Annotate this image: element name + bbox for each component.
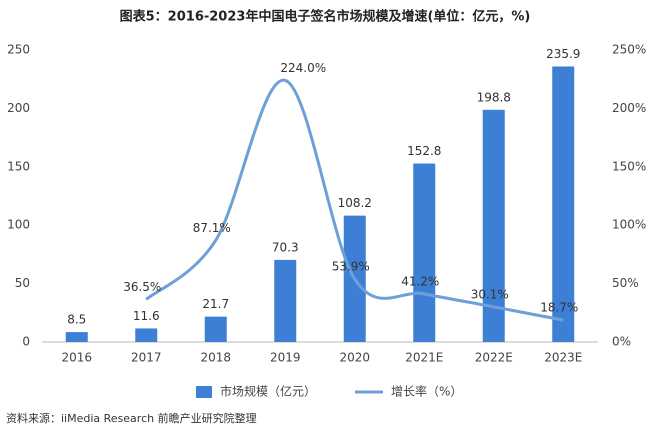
y-tick-label: 200 — [7, 101, 30, 115]
bar — [135, 328, 158, 342]
y2-tick-label: 100% — [612, 218, 646, 232]
x-tick-label: 2020 — [339, 351, 370, 365]
bar — [413, 163, 436, 342]
line — [145, 78, 564, 322]
chart-title: 图表5：2016-2023年中国电子签名市场规模及增速(单位：亿元，%) — [120, 9, 531, 25]
bar-label: 11.6 — [133, 309, 160, 323]
bar-label: 8.5 — [67, 313, 86, 327]
line-label: 36.5% — [123, 280, 161, 294]
x-tick-label: 2022E — [475, 351, 513, 365]
x-tick-label: 2016 — [61, 351, 92, 365]
legend-swatch — [196, 386, 212, 398]
y-tick-label: 50 — [15, 276, 30, 290]
legend-label: 增长率（%） — [391, 384, 462, 399]
y2-tick-label: 50% — [612, 276, 639, 290]
x-tick-label: 2023E — [544, 351, 582, 365]
y2-tick-label: 200% — [612, 101, 646, 115]
y2-tick-label: 250% — [612, 43, 646, 57]
source: 资料来源：iiMedia Research 前瞻产业研究院整理 — [6, 411, 257, 425]
line-label: 30.1% — [471, 287, 509, 301]
bar-label: 70.3 — [272, 240, 299, 254]
bar-label: 108.2 — [338, 196, 372, 210]
bar-label: 198.8 — [477, 90, 511, 104]
bar — [204, 316, 227, 342]
bar — [65, 332, 88, 342]
bar — [482, 109, 505, 342]
line-label: 224.0% — [280, 61, 326, 75]
line-label: 41.2% — [401, 274, 439, 288]
y-tick-label: 100 — [7, 218, 30, 232]
bar — [552, 66, 575, 342]
line-label: 18.7% — [540, 301, 578, 315]
line-label: 87.1% — [193, 221, 231, 235]
x-tick-label: 2017 — [131, 351, 162, 365]
line-label: 53.9% — [332, 260, 370, 274]
y2-tick-label: 150% — [612, 159, 646, 173]
bar — [274, 259, 297, 342]
y-tick-label: 150 — [7, 159, 30, 173]
legend-label: 市场规模（亿元） — [220, 384, 316, 399]
bar-label: 152.8 — [407, 144, 441, 158]
y-tick-label: 250 — [7, 43, 30, 57]
bar-label: 235.9 — [546, 47, 580, 61]
y-tick-label: 0 — [22, 335, 30, 349]
x-tick-label: 2018 — [200, 351, 231, 365]
x-tick-label: 2021E — [405, 351, 443, 365]
bar-label: 21.7 — [202, 297, 229, 311]
y2-tick-label: 0% — [612, 335, 631, 349]
x-tick-label: 2019 — [270, 351, 301, 365]
